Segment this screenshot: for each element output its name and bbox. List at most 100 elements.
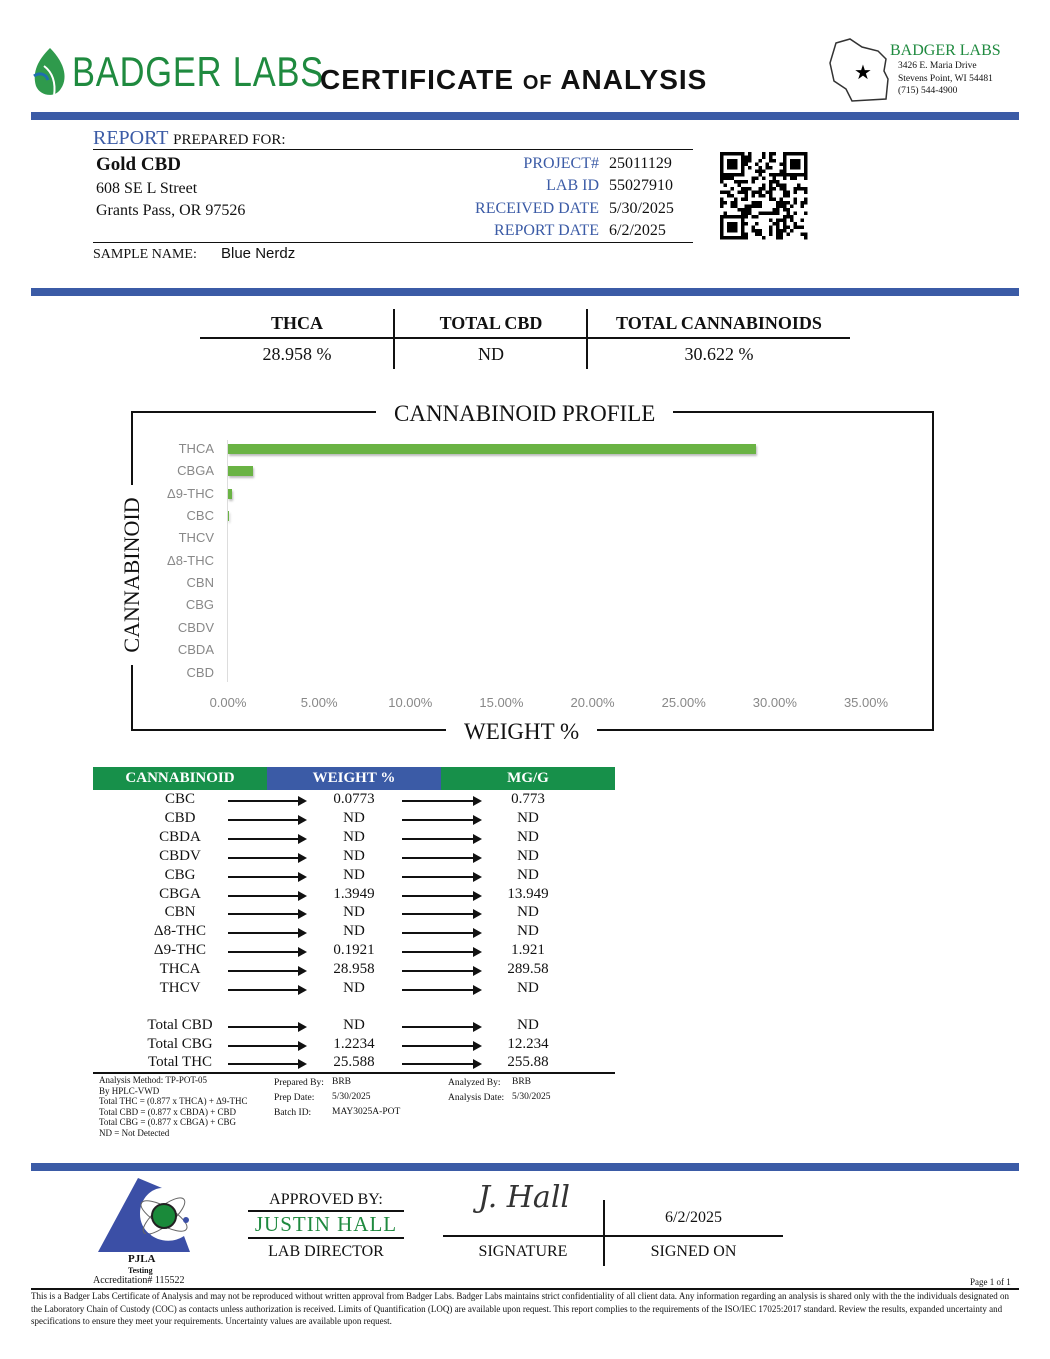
cell-mgg: ND [517,980,539,996]
col-header-mgg: MG/G [441,767,615,790]
arrow-icon [228,1040,307,1051]
divider [603,1200,605,1266]
x-tick-label: 0.00% [209,695,247,710]
total-cannabinoids-value: 30.622 % [684,344,754,364]
divider-bar [31,1163,1019,1171]
arrow-icon [228,947,307,958]
project-number: 25011129 [609,155,672,172]
arrow-icon [228,852,307,863]
lab-name: BADGER LABS [890,42,1001,59]
arrow-icon [402,966,482,977]
thca-header: THCA [270,313,323,333]
cell-mgg: ND [517,1017,539,1033]
divider [586,309,588,369]
arrow-icon [402,1040,482,1051]
y-tick-label: THCA [178,441,214,456]
divider [393,309,395,369]
analysis-values: BRB 5/30/2025 [512,1077,551,1102]
cell-name: THCV [159,980,201,996]
total-cannabinoids-header: TOTAL CANNABINOIDS [616,313,822,333]
sample-name-label: SAMPLE NAME: [93,247,197,262]
bar-THCA [228,444,756,454]
arrow-icon [228,928,307,939]
arrow-icon [228,871,307,882]
prep-values: BRB 5/30/2025 MAY3025A-POT [332,1077,401,1117]
arrow-icon [228,796,307,806]
arrow-icon [402,796,482,806]
cell-weight: ND [343,904,365,921]
arrow-icon [402,928,482,939]
arrow-icon [228,890,307,901]
cell-weight: ND [343,980,365,996]
arrow-icon [402,871,482,882]
analysis-method-notes: Analysis Method: TP-POT-05 By HPLC-VWD Tot… [99,1075,248,1138]
cell-weight: 1.3949 [333,885,375,902]
cell-name: CBDA [159,828,201,845]
cell-weight: ND [343,1017,365,1033]
arrow-icon [402,985,482,995]
client-name: Gold CBD [96,154,181,175]
arrow-icon [228,909,307,920]
total-cbd-value: ND [478,344,504,364]
report-field-values: 25011129 55027910 5/30/2025 6/2/2025 [609,153,674,242]
y-tick-label: CBN [186,575,214,591]
divider [200,337,850,339]
y-tick-label: CBDA [177,642,214,658]
arrow-icon [228,966,307,977]
y-tick-label: Δ8-THC [167,552,214,568]
pjla-label: PJLA [128,1253,156,1265]
cell-name: THCA [159,961,201,978]
qr-code-icon[interactable] [720,152,810,240]
total-cbd-header: TOTAL CBD [439,313,543,333]
divider [93,149,693,150]
cell-mgg: ND [517,923,539,940]
col-header-cannabinoid: CANNABINOID [93,767,267,790]
arrow-icon [402,833,482,844]
x-tick-label: 35.00% [843,695,889,710]
cell-mgg: ND [517,828,539,845]
cell-weight: 0.0773 [333,791,375,807]
arrow-icon [228,985,307,995]
cell-weight: ND [343,828,365,845]
arrow-icon [402,890,482,901]
divider-bar [31,112,1019,120]
arrow-icon [402,814,482,825]
signature-label: SIGNATURE [478,1243,568,1260]
cell-weight: 0.1921 [333,942,375,959]
cell-mgg: 1.921 [511,942,545,959]
arrow-icon [228,833,307,844]
y-tick-label: Δ9-THC [167,485,214,501]
arrow-icon [402,1059,482,1070]
cell-weight: 1.2234 [333,1035,375,1052]
prep-labels: Prepared By: Prep Date: Batch ID: [274,1078,324,1118]
cell-name: Δ9-THC [153,942,207,959]
divider [443,1235,783,1237]
approved-by-label: APPROVED BY: [269,1191,383,1208]
arrow-icon [402,909,482,920]
accreditation-number: Accreditation# 115522 [93,1275,185,1286]
chart-xlabel: WEIGHT % [446,719,598,745]
cell-name: CBGA [159,885,201,902]
y-tick-label: CBGA [177,463,214,479]
analysis-labels: Analyzed By: Analysis Date: [448,1078,505,1103]
page-number: Page 1 of 1 [970,1277,1011,1287]
divider [93,242,693,243]
arrow-icon [228,1022,307,1032]
thca-value: 28.958 % [262,344,332,364]
y-tick-label: CBDV [177,619,214,635]
cell-mgg: ND [517,809,539,826]
chart-frame [131,411,934,731]
bar-Δ9-THC [228,488,232,499]
badger-leaf-logo-icon [33,48,65,97]
cell-mgg: ND [517,866,539,883]
cell-weight: ND [343,923,365,940]
pjla-accreditation-logo-icon [98,1178,190,1252]
disclaimer: This is a Badger Labs Certificate of Ana… [31,1291,1009,1326]
y-tick-label: THCV [178,530,214,546]
cell-mgg: ND [517,847,539,864]
divider-bar [31,288,1019,296]
client-street: 608 SE L Street [96,180,198,197]
cell-weight: ND [343,866,365,883]
cell-name: CBC [164,791,195,807]
cell-mgg: ND [517,904,539,921]
